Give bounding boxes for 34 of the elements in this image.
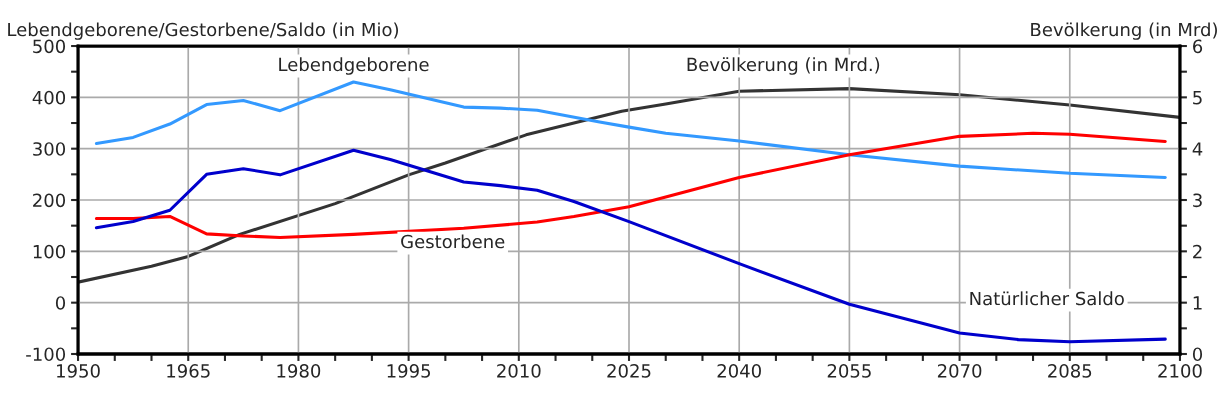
line-series	[94, 148, 1167, 344]
x-tick-label: 2010	[497, 364, 541, 378]
series-label: Bevölkerung (in Mrd.)	[687, 57, 880, 75]
x-tick-label: 1950	[57, 364, 100, 378]
series-label: Gestorbene	[401, 234, 505, 249]
y-tick-label: 100	[33, 244, 66, 259]
y-axis-title: Lebendgeborene/Gestorbene/Saldo (in Mio)	[8, 22, 399, 40]
y2-tick-label: 5	[1193, 91, 1202, 105]
y2-tick-label: 6	[1193, 39, 1203, 54]
y2-tick-label: 0	[1192, 347, 1203, 362]
y2-tick-label: 2	[1193, 244, 1202, 259]
x-tick-label: 2040	[717, 364, 761, 378]
x-tick-label: 1980	[277, 364, 321, 378]
line-series	[78, 87, 1180, 284]
y2-tick-label: 4	[1192, 142, 1203, 156]
y-tick-label: -100	[26, 347, 66, 362]
x-tick-label: 1995	[387, 364, 431, 378]
x-tick-label: 2070	[937, 364, 982, 378]
x-tick-label: 1965	[167, 364, 210, 378]
x-tick-label: 2025	[607, 364, 651, 378]
series-label: Natürlicher Saldo	[970, 291, 1124, 306]
y-tick-label: 0	[55, 296, 66, 310]
y-tick-label: 500	[33, 39, 66, 54]
x-tick-label: 2085	[1048, 364, 1092, 378]
line-series	[94, 80, 1167, 179]
series-label: Lebendgeborene	[279, 57, 429, 75]
y2-tick-label: 3	[1193, 193, 1202, 208]
y2-axis-title: Bevölkerung (in Mrd)	[1031, 22, 1217, 40]
x-tick-label: 2055	[827, 364, 871, 378]
y-tick-label: 300	[33, 142, 66, 156]
y2-tick-label: 1	[1193, 296, 1202, 310]
x-tick-label: 2100	[1158, 364, 1202, 378]
y-tick-label: 200	[33, 193, 66, 208]
y-tick-label: 400	[32, 90, 66, 105]
